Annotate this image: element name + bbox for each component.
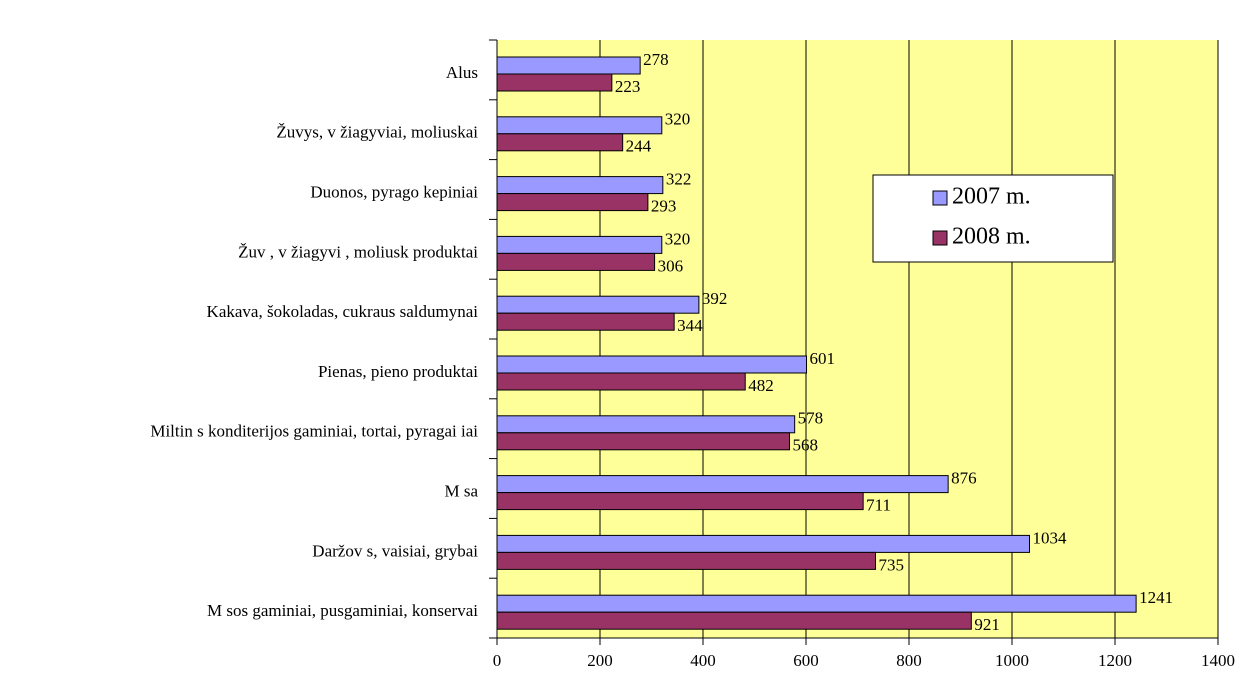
- bar: [496, 252, 656, 271]
- data-label: 578: [798, 409, 824, 428]
- x-tick-label: 800: [896, 651, 922, 670]
- y-tick-label: Duonos, pyrago kepiniai: [310, 183, 478, 202]
- y-tick-label: Pienas, pieno produktai: [318, 362, 478, 381]
- bar: [496, 534, 1031, 553]
- x-tick-label: 400: [690, 651, 716, 670]
- legend-box: [872, 174, 1114, 263]
- bar: [496, 116, 663, 135]
- data-label: 320: [665, 110, 691, 129]
- x-tick-label: 200: [587, 651, 613, 670]
- data-label: 711: [866, 496, 891, 515]
- data-label: 293: [651, 197, 677, 216]
- bar: [496, 176, 664, 195]
- bar: [496, 73, 613, 92]
- data-label: 244: [626, 137, 652, 156]
- bar: [496, 193, 649, 212]
- data-label: 1034: [1033, 528, 1068, 547]
- x-tick-label: 1000: [995, 651, 1029, 670]
- data-label: 278: [643, 50, 669, 69]
- data-label: 482: [748, 376, 774, 395]
- bar: [496, 492, 864, 511]
- x-tick-label: 1200: [1098, 651, 1132, 670]
- bar: [496, 56, 641, 75]
- bar: [496, 312, 675, 331]
- data-label: 876: [951, 469, 977, 488]
- legend-swatch: [932, 230, 948, 246]
- legend-swatch: [932, 190, 948, 206]
- bar: [496, 594, 1137, 613]
- x-tick-label: 600: [793, 651, 819, 670]
- data-label: 921: [974, 615, 1000, 634]
- data-label: 568: [793, 436, 819, 455]
- bar: [496, 295, 700, 314]
- y-tick-label: M sos gaminiai, pusgaminiai, konservai: [207, 601, 478, 620]
- x-tick-label: 1400: [1201, 651, 1235, 670]
- bar: [496, 611, 972, 630]
- y-tick-label: Daržov s, vaisiai, grybai: [312, 541, 478, 560]
- data-label: 223: [615, 77, 641, 96]
- data-label: 320: [665, 229, 691, 248]
- bar: [496, 235, 663, 254]
- bar: [496, 415, 796, 434]
- bar: [496, 551, 877, 570]
- bar: [496, 372, 746, 391]
- data-label: 306: [658, 256, 684, 275]
- y-tick-label: Žuvys, v žiagyviai, moliuskai: [276, 123, 478, 142]
- legend-label: 2007 m.: [952, 184, 1031, 210]
- y-tick-label: Miltin s konditerijos gaminiai, tortai, …: [150, 422, 478, 441]
- y-tick-label: Kakava, šokoladas, cukraus saldumynai: [207, 302, 479, 321]
- data-label: 322: [666, 170, 692, 189]
- bar: [496, 432, 791, 451]
- bar: [496, 475, 949, 494]
- data-label: 392: [702, 289, 728, 308]
- data-label: 735: [879, 555, 905, 574]
- x-tick-label: 0: [493, 651, 502, 670]
- data-label: 601: [810, 349, 836, 368]
- legend-label: 2008 m.: [952, 224, 1031, 250]
- y-tick-label: Žuv , v žiagyvi , moliusk produktai: [238, 242, 478, 261]
- data-label: 1241: [1139, 588, 1173, 607]
- y-tick-label: Alus: [446, 63, 478, 82]
- bar: [496, 133, 624, 152]
- data-label: 344: [677, 316, 703, 335]
- bar: [496, 355, 808, 374]
- y-tick-label: M sa: [444, 482, 478, 501]
